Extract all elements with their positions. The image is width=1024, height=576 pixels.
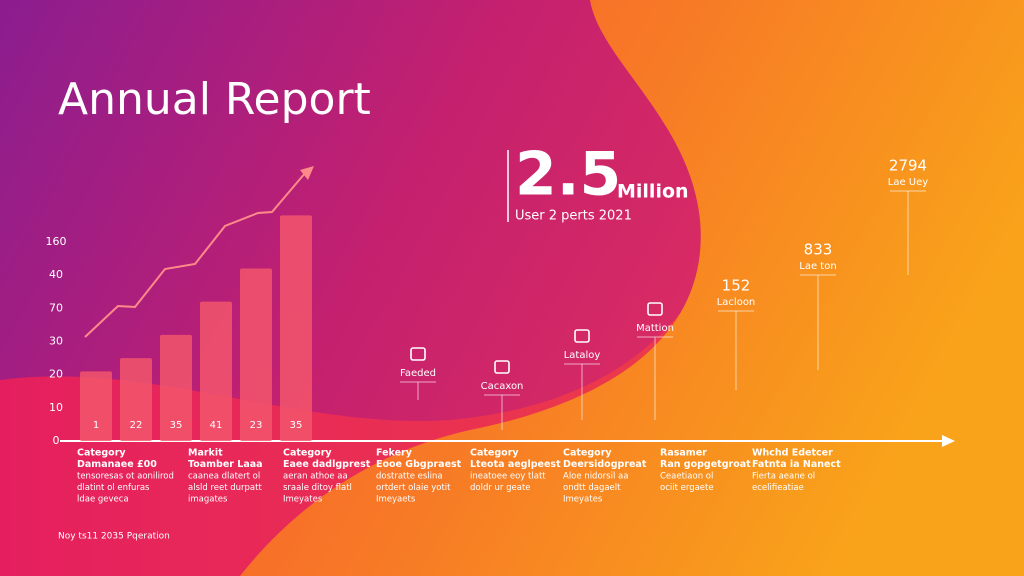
milestone-label: Cacaxon: [481, 381, 524, 392]
column-text: Fierta aeane ol: [752, 472, 815, 482]
bar: [240, 268, 272, 441]
column-text: Damanaee £00: [77, 459, 157, 470]
milestone-icon: [410, 347, 426, 361]
milestone-value: 2794: [889, 157, 927, 175]
bar: [120, 358, 152, 441]
y-tick-label: 30: [49, 334, 63, 347]
column-text: doldr ur geate: [470, 483, 531, 493]
column-heading: Category: [77, 448, 126, 459]
column-text: Ceaetiaon ol: [660, 472, 713, 482]
column-text: sraale ditoy flatl: [283, 483, 352, 493]
milestone-label: Lataloy: [564, 350, 601, 361]
stat-value: 2.5: [515, 140, 621, 210]
column-text: dlatint ol enfuras: [77, 483, 150, 493]
bar: [160, 334, 192, 441]
x-tick-label: 35: [170, 420, 183, 431]
x-tick-label: 41: [210, 420, 223, 431]
column-heading: Rasamer: [660, 448, 707, 459]
column-text: Eaee dadlgprest: [283, 459, 371, 470]
milestone-icon: [647, 302, 663, 316]
column-heading: Category: [283, 448, 332, 459]
column-heading: Fekery: [376, 448, 413, 459]
x-tick-label: 23: [250, 420, 263, 431]
column-heading: Category: [470, 448, 519, 459]
title: Annual Report: [58, 74, 371, 125]
milestone-icon: [494, 360, 510, 374]
x-tick-label: 35: [290, 420, 303, 431]
footer: Noy ts11 2035 Pqeration: [58, 532, 170, 542]
y-tick-label: 0: [53, 434, 60, 447]
y-tick-label: 10: [49, 401, 63, 414]
column-heading: Category: [563, 448, 612, 459]
milestone-label: Mattion: [636, 323, 674, 334]
milestone-label: Faeded: [400, 368, 436, 379]
column-text: alsld reet durpatt: [188, 483, 262, 493]
stat-caption: User 2 perts 2021: [515, 209, 632, 224]
column-text: tensoresas ot aonilirod: [77, 472, 174, 482]
column-text: ecelifieatiae: [752, 483, 804, 493]
orange-blob: [240, 0, 1024, 576]
milestone-value: 152: [722, 277, 751, 295]
x-tick-label: 1: [93, 420, 99, 431]
column-text: Fatnta ia Nanect: [752, 459, 841, 470]
column-text: Imeyaets: [376, 495, 416, 505]
x-tick-label: 22: [130, 420, 143, 431]
column-text: ondtt dagaelt: [563, 483, 621, 493]
trend-arrow: [300, 166, 314, 180]
bar: [200, 301, 232, 441]
column-text: Imeyates: [563, 495, 603, 505]
milestone-label: Lae ton: [799, 261, 836, 272]
milestone-label: Lae Uey: [888, 177, 929, 188]
stat-unit: Million: [617, 181, 689, 203]
column-text: ortdert olaie yotit: [376, 483, 451, 493]
column-text: imagates: [188, 495, 228, 505]
column-text: Lteota aeglpeest: [470, 459, 561, 470]
y-tick-label: 160: [46, 235, 67, 248]
column-text: ldae geveca: [77, 495, 129, 505]
column-heading: Whchd Edetcer: [752, 448, 833, 459]
column-text: caanea dlatert ol: [188, 472, 260, 482]
y-tick-label: 20: [49, 368, 63, 381]
column-text: Imeyates: [283, 495, 323, 505]
column-text: Eooe Gbgpraest: [376, 459, 462, 470]
axis-arrow: [942, 435, 955, 447]
column-text: ociit ergaete: [660, 483, 714, 493]
column-heading: Markit: [188, 448, 223, 459]
column-text: Toamber Laaa: [188, 459, 263, 470]
milestone-value: 833: [804, 241, 833, 259]
column-text: Ran gopgetgroat: [660, 459, 751, 470]
bar: [80, 371, 112, 441]
column-text: Aloe nidorsil aa: [563, 472, 628, 482]
column-text: ineatoee eoy tlatt: [470, 472, 546, 482]
column-text: Deersidogpreat: [563, 459, 647, 470]
column-text: aeran athoe aa: [283, 472, 348, 482]
y-tick-label: 40: [49, 268, 63, 281]
trend-line: [84, 171, 307, 338]
bar: [280, 215, 312, 441]
milestone-label: Lacloon: [717, 297, 756, 308]
milestone-icon: [574, 329, 590, 343]
y-tick-label: 70: [49, 301, 63, 314]
column-text: dostratte eslina: [376, 472, 443, 482]
